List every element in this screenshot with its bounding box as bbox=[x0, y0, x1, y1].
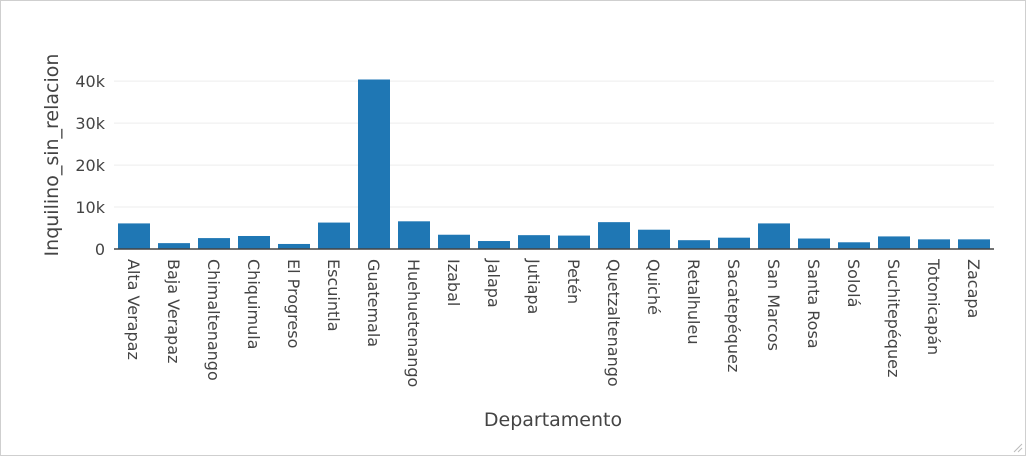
x-tick-label: Quiché bbox=[644, 259, 663, 315]
x-tick-label: Huehuetenango bbox=[404, 259, 423, 387]
bar[interactable] bbox=[118, 223, 150, 249]
x-tick-label: Chimaltenango bbox=[204, 259, 223, 381]
x-tick-label: Chiquimula bbox=[244, 259, 263, 349]
x-tick-label: Quetzaltenango bbox=[604, 259, 623, 387]
y-tick-label: 40k bbox=[75, 72, 105, 91]
y-tick-labels: 0 10k 20k 30k 40k bbox=[75, 72, 105, 259]
y-axis-title: Inquilino_sin_relacion bbox=[41, 54, 63, 257]
bar[interactable] bbox=[158, 243, 190, 249]
x-tick-label: Izabal bbox=[444, 259, 463, 306]
bar[interactable] bbox=[838, 242, 870, 249]
x-tick-label: Sacatepéquez bbox=[724, 259, 743, 372]
bar[interactable] bbox=[318, 222, 350, 249]
y-tick-label: 30k bbox=[75, 114, 105, 133]
x-tick-labels: Alta Verapaz Baja Verapaz Chimaltenango Chi… bbox=[124, 258, 983, 387]
bar[interactable] bbox=[438, 234, 470, 249]
y-tick-label: 0 bbox=[95, 240, 105, 259]
bar[interactable] bbox=[558, 235, 590, 249]
x-tick-label: Alta Verapaz bbox=[124, 259, 143, 360]
bar[interactable] bbox=[518, 235, 550, 249]
bars bbox=[118, 79, 990, 249]
x-tick-label: Jalapa bbox=[484, 258, 503, 308]
x-tick-label: Totonicapán bbox=[924, 258, 943, 355]
x-tick-label: Zacapa bbox=[964, 259, 983, 318]
x-tick-label: San Marcos bbox=[764, 259, 783, 351]
x-tick-label: Jutiapa bbox=[524, 258, 543, 314]
bar[interactable] bbox=[198, 238, 230, 249]
bar[interactable] bbox=[638, 229, 670, 249]
bar[interactable] bbox=[878, 236, 910, 249]
bar[interactable] bbox=[598, 222, 630, 249]
y-tick-label: 10k bbox=[75, 198, 105, 217]
x-tick-label: Guatemala bbox=[364, 259, 383, 347]
bar[interactable] bbox=[758, 223, 790, 249]
x-tick-label: Petén bbox=[564, 259, 583, 304]
bar[interactable] bbox=[358, 79, 390, 249]
bar[interactable] bbox=[238, 235, 270, 249]
x-tick-label: Baja Verapaz bbox=[164, 259, 183, 363]
bar[interactable] bbox=[278, 243, 310, 249]
bar[interactable] bbox=[798, 238, 830, 249]
x-tick-label: Escuintla bbox=[324, 259, 343, 332]
x-tick-label: Retalhuleu bbox=[684, 259, 703, 344]
x-tick-label: Santa Rosa bbox=[804, 259, 823, 349]
bar[interactable] bbox=[958, 239, 990, 249]
resize-handle-icon[interactable] bbox=[1011, 441, 1023, 453]
bar[interactable] bbox=[678, 240, 710, 249]
x-tick-label: Sololá bbox=[844, 259, 863, 307]
bar[interactable] bbox=[478, 241, 510, 249]
grid-lines bbox=[114, 80, 994, 208]
bar[interactable] bbox=[918, 239, 950, 249]
x-axis-title: Departamento bbox=[484, 409, 622, 431]
y-tick-label: 20k bbox=[75, 156, 105, 175]
x-tick-label: El Progreso bbox=[284, 259, 303, 348]
bar[interactable] bbox=[398, 221, 430, 249]
bar[interactable] bbox=[718, 237, 750, 249]
x-tick-label: Suchitepéquez bbox=[884, 259, 903, 377]
